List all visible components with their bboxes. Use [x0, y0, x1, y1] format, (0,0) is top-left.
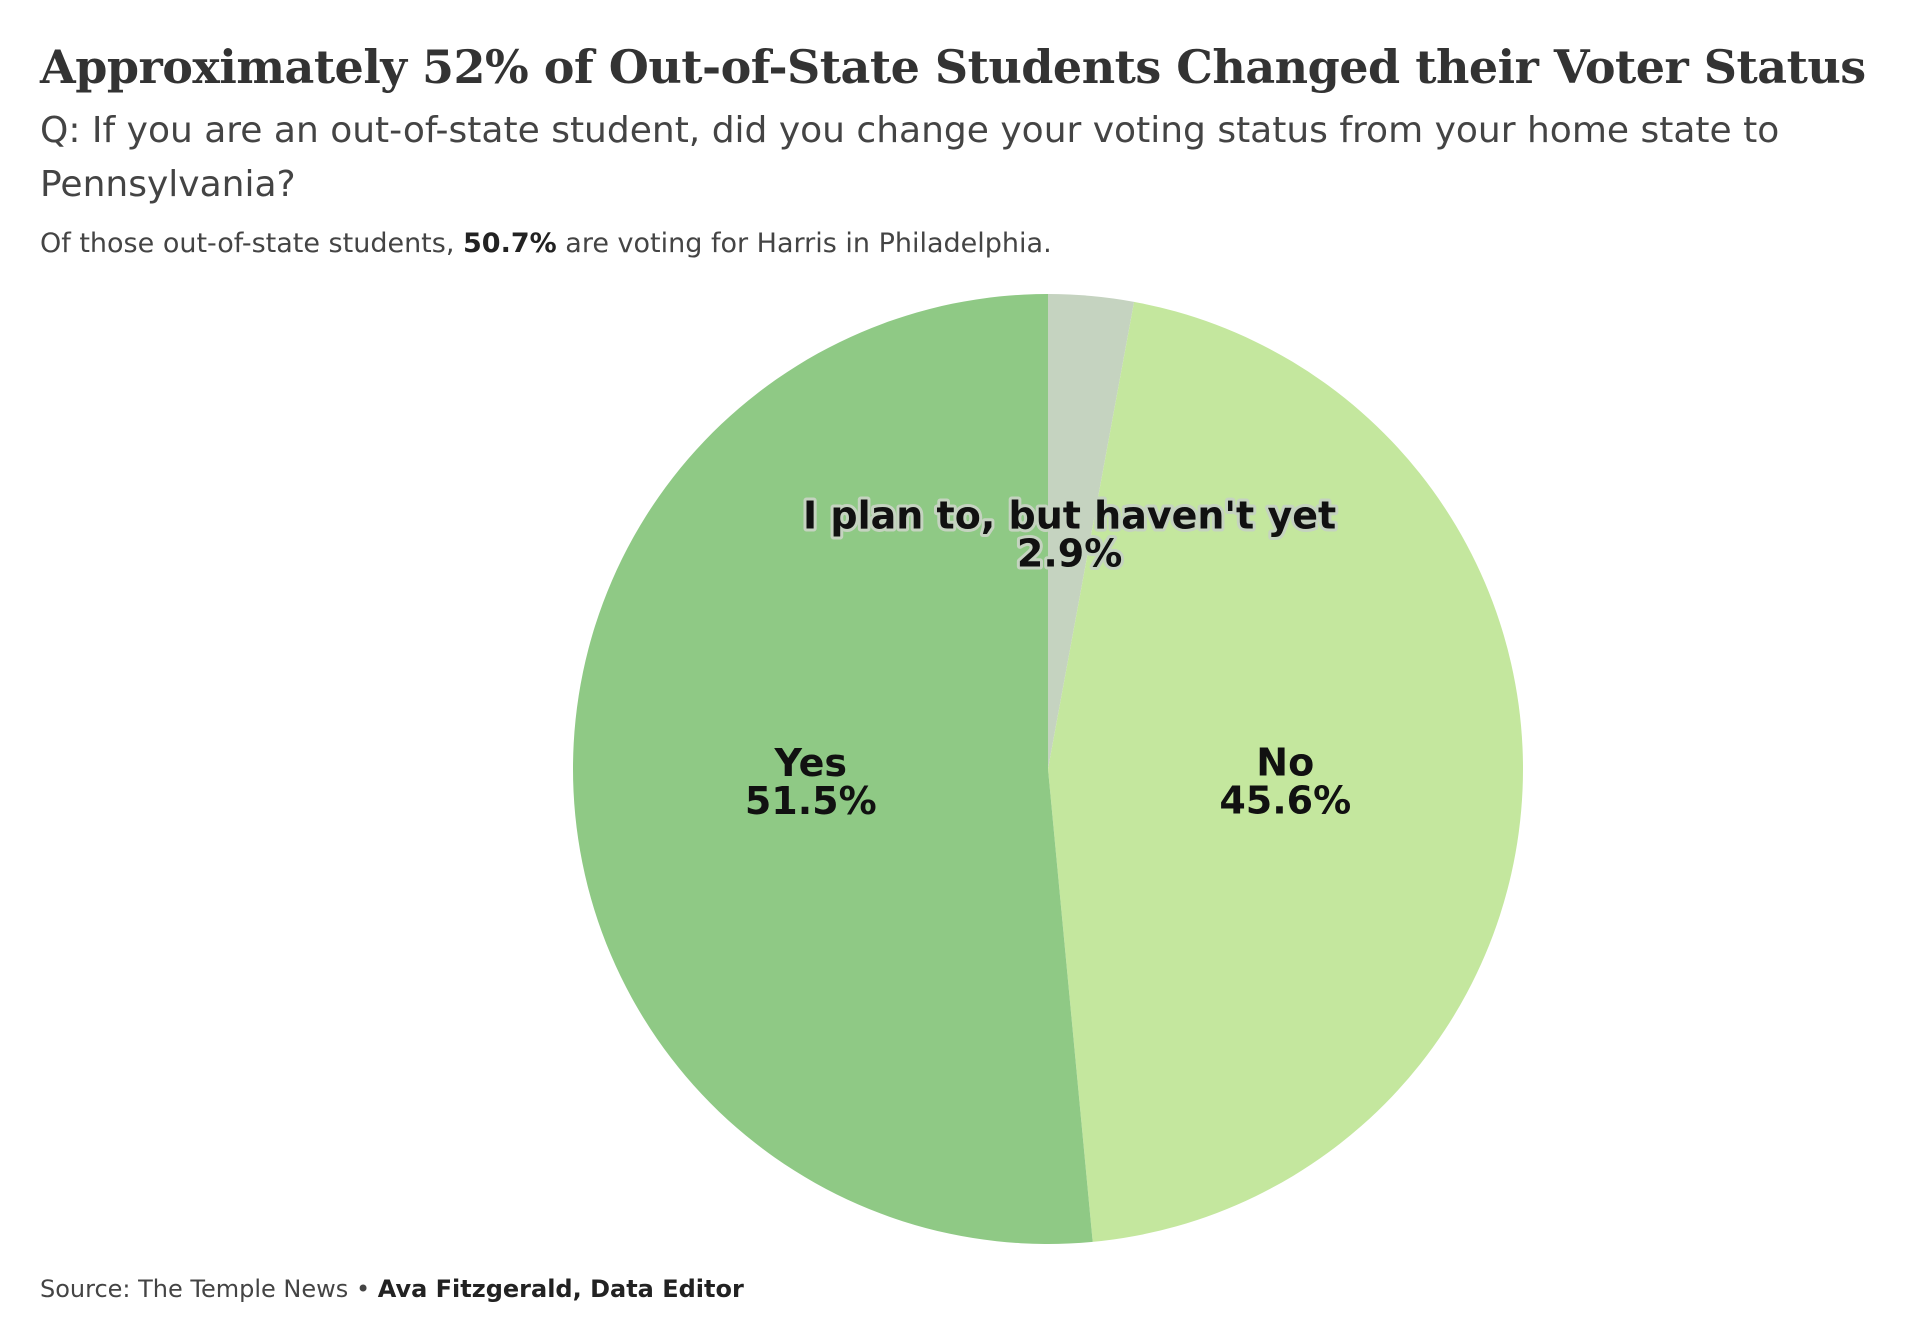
note-text: are voting for Harris in Philadelphia. [565, 228, 1052, 259]
slice-label: No [1256, 740, 1314, 784]
slice-value-label: 2.9% [1017, 531, 1122, 575]
pie-slice [1048, 294, 1135, 769]
slice-value-label: 51.5% [745, 779, 877, 823]
note-text: Of those out-of-state students, [40, 228, 455, 259]
credit: Ava Fitzgerald, Data Editor [377, 1275, 744, 1303]
pie-slice [1048, 301, 1524, 1242]
note-highlight: 50.7% [463, 228, 557, 259]
pie-slice [573, 294, 1093, 1244]
chart-subtitle: Q: If you are an out-of-state student, d… [40, 110, 1780, 205]
chart-note: Of those out-of-state students, 50.7% ar… [40, 228, 1052, 259]
slice-value-label: 45.6% [1219, 778, 1351, 822]
footer: Source: The Temple News • Ava Fitzgerald… [40, 1275, 744, 1303]
separator: • [355, 1275, 371, 1303]
chart-title: Approximately 52% of Out-of-State Studen… [40, 40, 1866, 94]
slice-label: Yes [774, 741, 847, 785]
slice-label: I plan to, but haven't yet [803, 493, 1336, 537]
source: Source: The Temple News [40, 1275, 349, 1303]
